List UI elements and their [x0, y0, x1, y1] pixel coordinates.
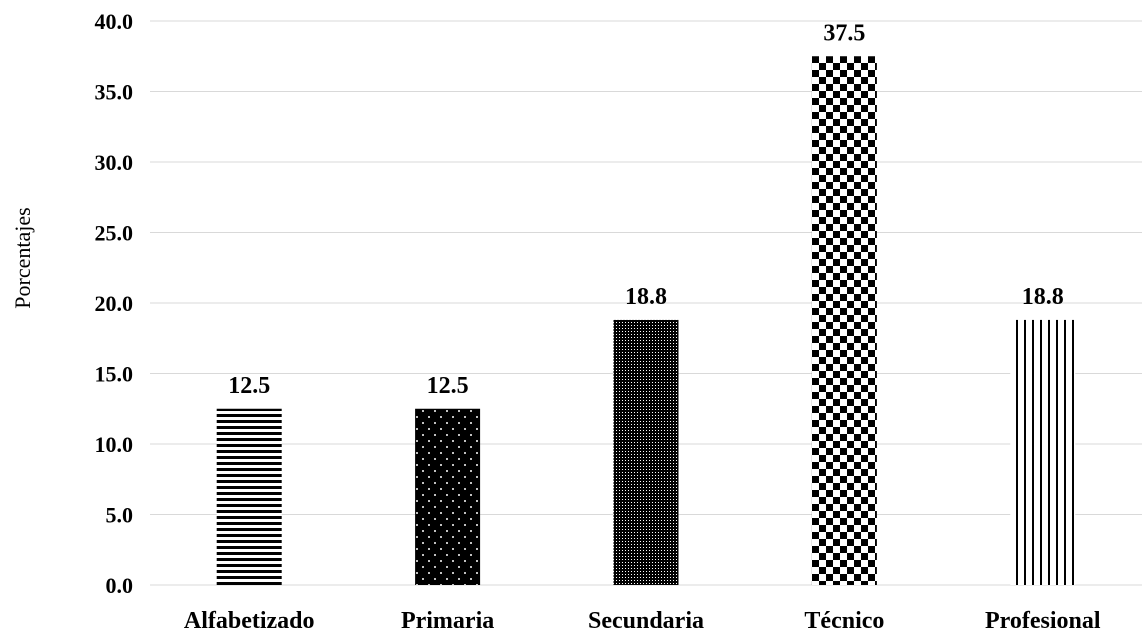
- y-tick-label: 25.0: [95, 221, 134, 246]
- y-tick-label: 0.0: [106, 573, 134, 598]
- y-tick-label: 15.0: [95, 362, 134, 387]
- y-tick-label: 20.0: [95, 291, 134, 316]
- y-tick-label: 30.0: [95, 150, 134, 175]
- y-tick-label: 5.0: [106, 503, 134, 528]
- x-axis-categories: Alfabetizado Primaria Secundaria Técnico Pro…: [184, 608, 1101, 634]
- x-category-label: Primaria: [401, 608, 494, 634]
- data-label: 37.5: [823, 20, 865, 46]
- bar-alfabetizado: [216, 408, 282, 585]
- bars: [216, 56, 1076, 585]
- bar-t-cnico: [811, 56, 877, 585]
- x-category-label: Profesional: [985, 608, 1101, 634]
- data-labels: 12.5 12.5 18.8 37.5 18.8: [228, 20, 1064, 399]
- y-tick-label: 10.0: [95, 432, 134, 457]
- y-tick-label: 40.0: [95, 9, 134, 34]
- x-category-label: Secundaria: [588, 608, 704, 634]
- data-label: 18.8: [625, 284, 667, 310]
- bar-profesional: [1010, 319, 1076, 585]
- data-label: 12.5: [228, 373, 270, 399]
- y-tick-label: 35.0: [95, 80, 134, 105]
- x-category-label: Alfabetizado: [184, 608, 315, 634]
- data-label: 18.8: [1022, 284, 1064, 310]
- data-label: 12.5: [427, 373, 469, 399]
- y-axis-title: Porcentajes: [10, 207, 35, 308]
- bar-primaria: [415, 408, 481, 585]
- bar-secundaria: [613, 319, 679, 585]
- y-axis-ticks: 0.0 5.0 10.0 15.0 20.0 25.0 30.0 35.0 40.0: [95, 9, 134, 598]
- x-category-label: Técnico: [804, 608, 884, 634]
- gridlines: [150, 20, 1142, 586]
